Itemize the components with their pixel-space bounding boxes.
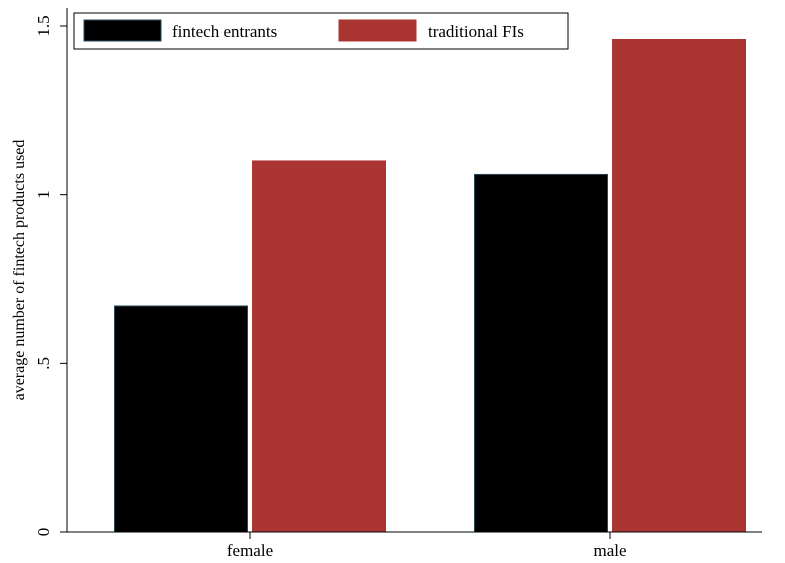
- x-tick-label: female: [227, 541, 273, 560]
- bar-traditional-fis-male: [612, 38, 746, 533]
- bar-fintech-entrants-female: [114, 305, 248, 533]
- bar-traditional-fis-female: [252, 160, 386, 533]
- legend-label: fintech entrants: [172, 22, 277, 41]
- legend: fintech entrants traditional FIs: [73, 12, 569, 50]
- bars-group: [114, 38, 746, 533]
- legend-label: traditional FIs: [428, 22, 524, 41]
- y-axis-ticks: 0 .5 1 1.5: [34, 15, 67, 536]
- y-axis-title: average number of fintech products used: [11, 140, 28, 401]
- y-tick-label: 1: [34, 190, 53, 199]
- x-tick-label: male: [593, 541, 626, 560]
- y-tick-label: 0: [34, 528, 53, 537]
- x-axis-ticks: female male: [227, 532, 627, 560]
- y-tick-label: 1.5: [34, 15, 53, 36]
- y-tick-label: .5: [34, 357, 53, 370]
- legend-swatch: [83, 19, 162, 42]
- legend-swatch: [338, 19, 417, 42]
- bar-fintech-entrants-male: [474, 173, 608, 533]
